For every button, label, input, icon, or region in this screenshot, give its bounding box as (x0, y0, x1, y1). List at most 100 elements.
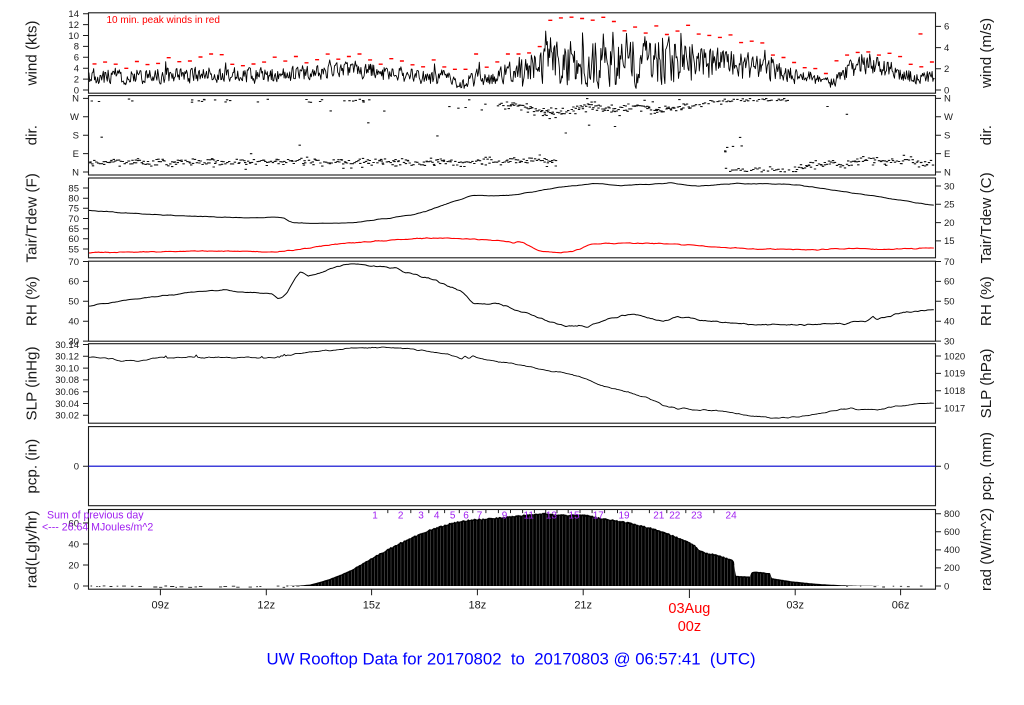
svg-text:SLP (inHg): SLP (inHg) (24, 346, 41, 420)
svg-text:21z: 21z (574, 600, 592, 612)
svg-text:06z: 06z (892, 600, 910, 612)
svg-text:N: N (72, 167, 79, 178)
svg-text:600: 600 (944, 527, 960, 538)
svg-text:0: 0 (944, 85, 949, 96)
svg-text:W: W (70, 112, 79, 123)
svg-text:75: 75 (68, 204, 79, 215)
svg-text:2: 2 (944, 64, 949, 75)
svg-text:E: E (944, 149, 950, 160)
svg-text:14: 14 (68, 9, 79, 20)
svg-text:UW Rooftop Data for 20170802: UW Rooftop Data for 20170802 to 20170803… (266, 650, 755, 669)
svg-text:dir.: dir. (978, 125, 995, 145)
svg-text:70: 70 (68, 257, 79, 268)
svg-text:50: 50 (944, 297, 955, 308)
svg-text:19: 19 (618, 510, 630, 521)
svg-text:10 min. peak winds in red: 10 min. peak winds in red (107, 15, 220, 26)
svg-text:40: 40 (944, 317, 955, 328)
svg-text:N: N (72, 94, 79, 105)
svg-text:8: 8 (74, 42, 79, 53)
svg-text:30.02: 30.02 (55, 411, 79, 422)
svg-text:30.12: 30.12 (55, 352, 79, 363)
svg-text:3: 3 (418, 510, 424, 521)
svg-text:25: 25 (944, 200, 955, 211)
svg-text:pcp. (in): pcp. (in) (24, 439, 41, 494)
svg-text:0: 0 (944, 581, 949, 592)
svg-text:RH (%): RH (%) (978, 276, 995, 326)
svg-text:4: 4 (944, 43, 949, 54)
svg-text:E: E (73, 149, 79, 160)
svg-text:6: 6 (944, 22, 949, 33)
svg-text:30.06: 30.06 (55, 387, 79, 398)
svg-text:400: 400 (944, 545, 960, 556)
svg-text:SLP (hPa): SLP (hPa) (978, 349, 995, 419)
svg-text:7: 7 (477, 510, 483, 521)
svg-text:70: 70 (68, 214, 79, 225)
svg-text:00z: 00z (678, 619, 701, 635)
svg-text:24: 24 (726, 510, 738, 521)
svg-text:Sum of previous day: Sum of previous day (47, 510, 144, 522)
svg-text:4: 4 (434, 510, 440, 521)
svg-text:0: 0 (74, 85, 79, 96)
svg-text:1: 1 (372, 510, 378, 521)
svg-text:30: 30 (944, 181, 955, 192)
svg-text:pcp. (mm): pcp. (mm) (978, 432, 995, 500)
svg-text:1017: 1017 (944, 404, 965, 415)
svg-text:22: 22 (669, 510, 681, 521)
svg-text:6: 6 (463, 510, 469, 521)
svg-text:55: 55 (68, 244, 79, 255)
svg-text:40: 40 (68, 539, 79, 550)
svg-text:dir.: dir. (24, 125, 41, 145)
svg-text:03z: 03z (786, 600, 804, 612)
svg-text:wind (kts): wind (kts) (24, 21, 41, 87)
svg-text:rad(Lgly/hr): rad(Lgly/hr) (24, 511, 41, 589)
svg-text:2: 2 (74, 74, 79, 85)
svg-text:W: W (944, 112, 953, 123)
svg-text:23: 23 (691, 510, 703, 521)
svg-text:60: 60 (944, 277, 955, 288)
svg-text:4: 4 (74, 64, 79, 75)
svg-text:30: 30 (944, 336, 955, 347)
svg-text:13: 13 (546, 510, 558, 521)
svg-text:80: 80 (68, 194, 79, 205)
svg-text:S: S (944, 131, 950, 142)
svg-text:N: N (944, 94, 951, 105)
svg-text:20: 20 (68, 560, 79, 571)
svg-text:30: 30 (68, 336, 79, 347)
svg-text:0: 0 (74, 462, 79, 473)
svg-text:15: 15 (944, 236, 955, 247)
svg-text:12z: 12z (257, 600, 275, 612)
svg-text:Tair/Tdew (F): Tair/Tdew (F) (24, 173, 41, 262)
svg-text:50: 50 (68, 297, 79, 308)
svg-text:30.14: 30.14 (55, 340, 79, 351)
svg-text:11: 11 (524, 510, 535, 521)
svg-text:21: 21 (653, 510, 665, 521)
svg-text:40: 40 (68, 317, 79, 328)
svg-text:5: 5 (450, 510, 456, 521)
svg-text:0: 0 (74, 581, 79, 592)
svg-text:30.10: 30.10 (55, 363, 79, 374)
svg-text:17: 17 (593, 510, 605, 521)
svg-text:6: 6 (74, 53, 79, 64)
svg-text:60: 60 (68, 234, 79, 245)
svg-text:RH (%): RH (%) (24, 276, 41, 326)
svg-text:30.04: 30.04 (55, 399, 79, 410)
svg-text:2: 2 (398, 510, 404, 521)
svg-text:65: 65 (68, 224, 79, 235)
svg-text:wind (m/s): wind (m/s) (978, 18, 995, 89)
svg-text:1020: 1020 (944, 351, 965, 362)
svg-text:70: 70 (944, 257, 955, 268)
svg-text:09z: 09z (152, 600, 170, 612)
svg-text:85: 85 (68, 183, 79, 194)
svg-text:rad (W/m^2): rad (W/m^2) (978, 508, 995, 591)
svg-text:60: 60 (68, 277, 79, 288)
svg-text:<--- 26.64 MJoules/m^2: <--- 26.64 MJoules/m^2 (42, 522, 153, 534)
svg-text:9: 9 (502, 510, 508, 521)
svg-text:Tair/Tdew (C): Tair/Tdew (C) (978, 172, 995, 263)
svg-text:0: 0 (944, 462, 949, 473)
svg-text:60: 60 (68, 518, 79, 529)
svg-text:20: 20 (944, 218, 955, 229)
svg-text:200: 200 (944, 563, 960, 574)
svg-text:30.08: 30.08 (55, 375, 79, 386)
svg-text:03Aug: 03Aug (668, 601, 710, 617)
svg-text:10: 10 (68, 31, 79, 42)
